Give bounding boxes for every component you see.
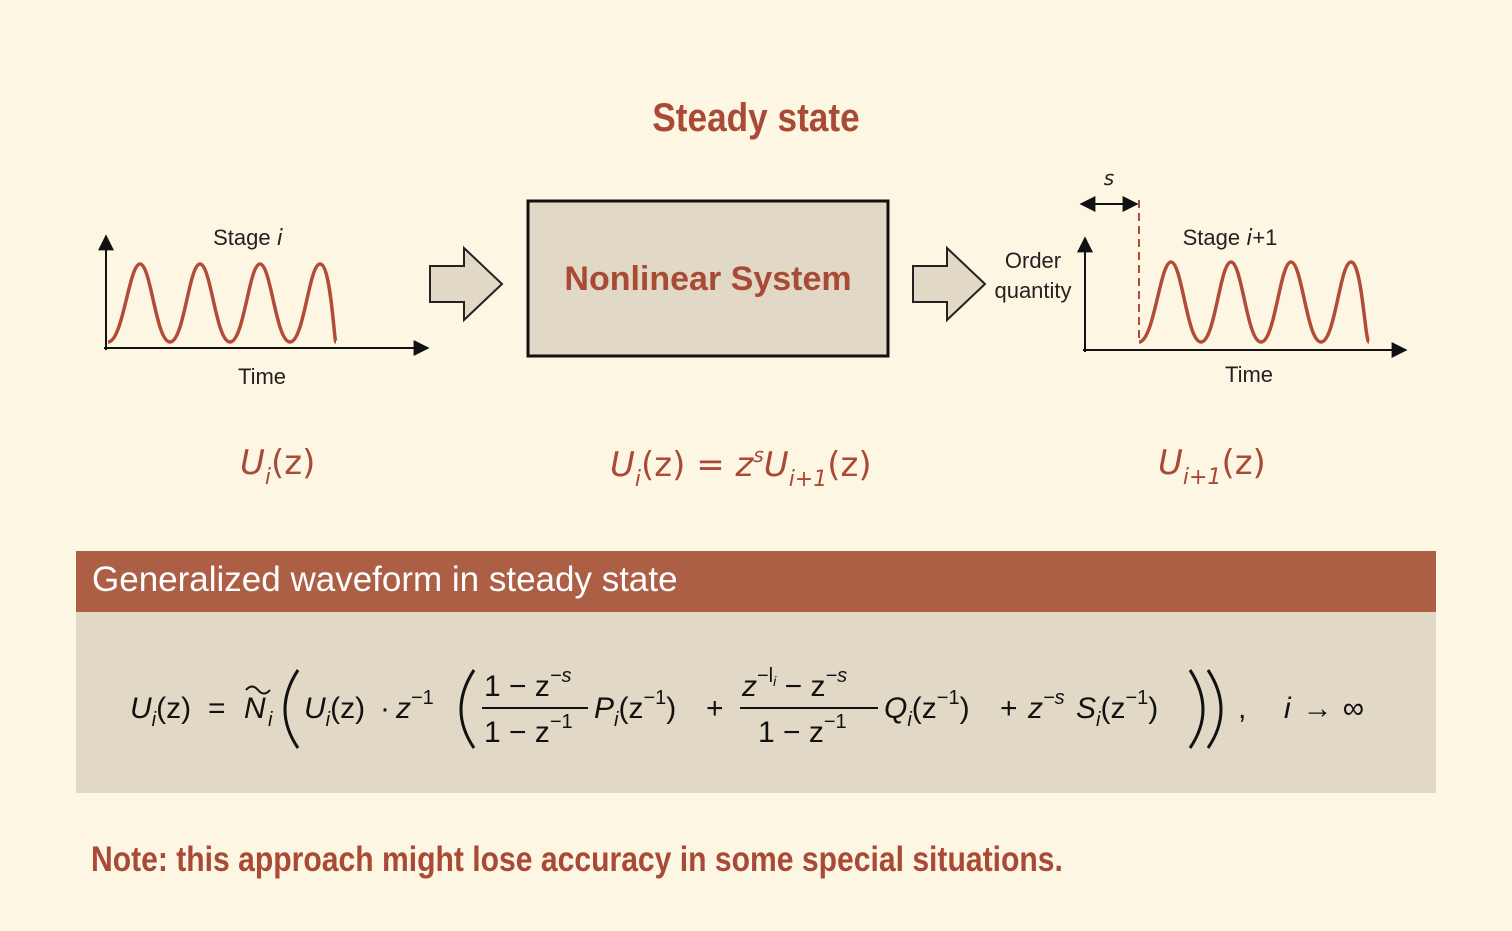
svg-text:Qi(z−1): Qi(z−1) xyxy=(884,687,970,731)
right-waveform xyxy=(1138,260,1371,344)
output-equation: Ui+1(z) xyxy=(1158,443,1266,490)
svg-text:,: , xyxy=(1238,692,1246,725)
svg-text:+: + xyxy=(706,692,724,725)
right-stage-label: Stage i+1 xyxy=(1183,225,1278,251)
svg-text:Ui(z): Ui(z) xyxy=(130,692,191,731)
svg-text:Ui(z): Ui(z) xyxy=(304,692,365,731)
svg-text:1 − z−s: 1 − z−s xyxy=(484,665,572,703)
order-quantity-label: Order quantity xyxy=(994,248,1071,303)
svg-text:1 − z−1: 1 − z−1 xyxy=(758,711,847,749)
svg-text:z−1: z−1 xyxy=(395,687,434,725)
left-waveform-plot: Stage i Time xyxy=(98,225,430,389)
svg-text:z−li − z−s: z−li − z−s xyxy=(741,665,847,703)
diagram: Stage i Time Nonlinear System Order quant… xyxy=(98,166,1408,389)
left-waveform xyxy=(107,262,338,344)
svg-text:z−s: z−s xyxy=(1027,687,1065,725)
shift-label: s xyxy=(1104,166,1114,190)
tilde-mark xyxy=(245,685,271,695)
system-equation: Ui(z) = zsUi+1(z) xyxy=(610,443,872,492)
input-equation: Ui(z) xyxy=(240,443,316,490)
svg-text:N: N xyxy=(244,692,266,725)
right-waveform-plot: Order quantity s Stage i+1 Time xyxy=(994,166,1408,387)
block-arrow-icon xyxy=(429,245,504,323)
svg-text:Pi(z−1): Pi(z−1) xyxy=(594,687,676,731)
page-title: Steady state xyxy=(652,96,860,140)
svg-text:·: · xyxy=(380,692,390,725)
svg-text:1 − z−1: 1 − z−1 xyxy=(484,711,573,749)
generalized-waveform-formula: Ui(z) = N i Ui(z) · z−1 1 − z−s 1 − z−1 … xyxy=(130,665,1364,749)
block-arrow-icon xyxy=(912,245,987,323)
right-time-label: Time xyxy=(1225,362,1273,387)
section-header-band xyxy=(76,551,1436,612)
svg-text:=: = xyxy=(208,692,226,725)
nonlinear-system-box: Nonlinear System xyxy=(526,199,890,358)
system-label: Nonlinear System xyxy=(564,260,851,298)
formula-box xyxy=(76,612,1436,793)
svg-text:+: + xyxy=(1000,692,1018,725)
section-title: Generalized waveform in steady state xyxy=(92,560,678,599)
left-time-label: Time xyxy=(238,364,286,389)
svg-text:Si(z−1): Si(z−1) xyxy=(1076,687,1158,731)
left-stage-label: Stage i xyxy=(213,225,283,251)
note-text: Note: this approach might lose accuracy … xyxy=(91,840,1063,879)
svg-text:i: i xyxy=(268,709,273,731)
svg-text:i→∞: i → ∞ xyxy=(1284,692,1364,725)
